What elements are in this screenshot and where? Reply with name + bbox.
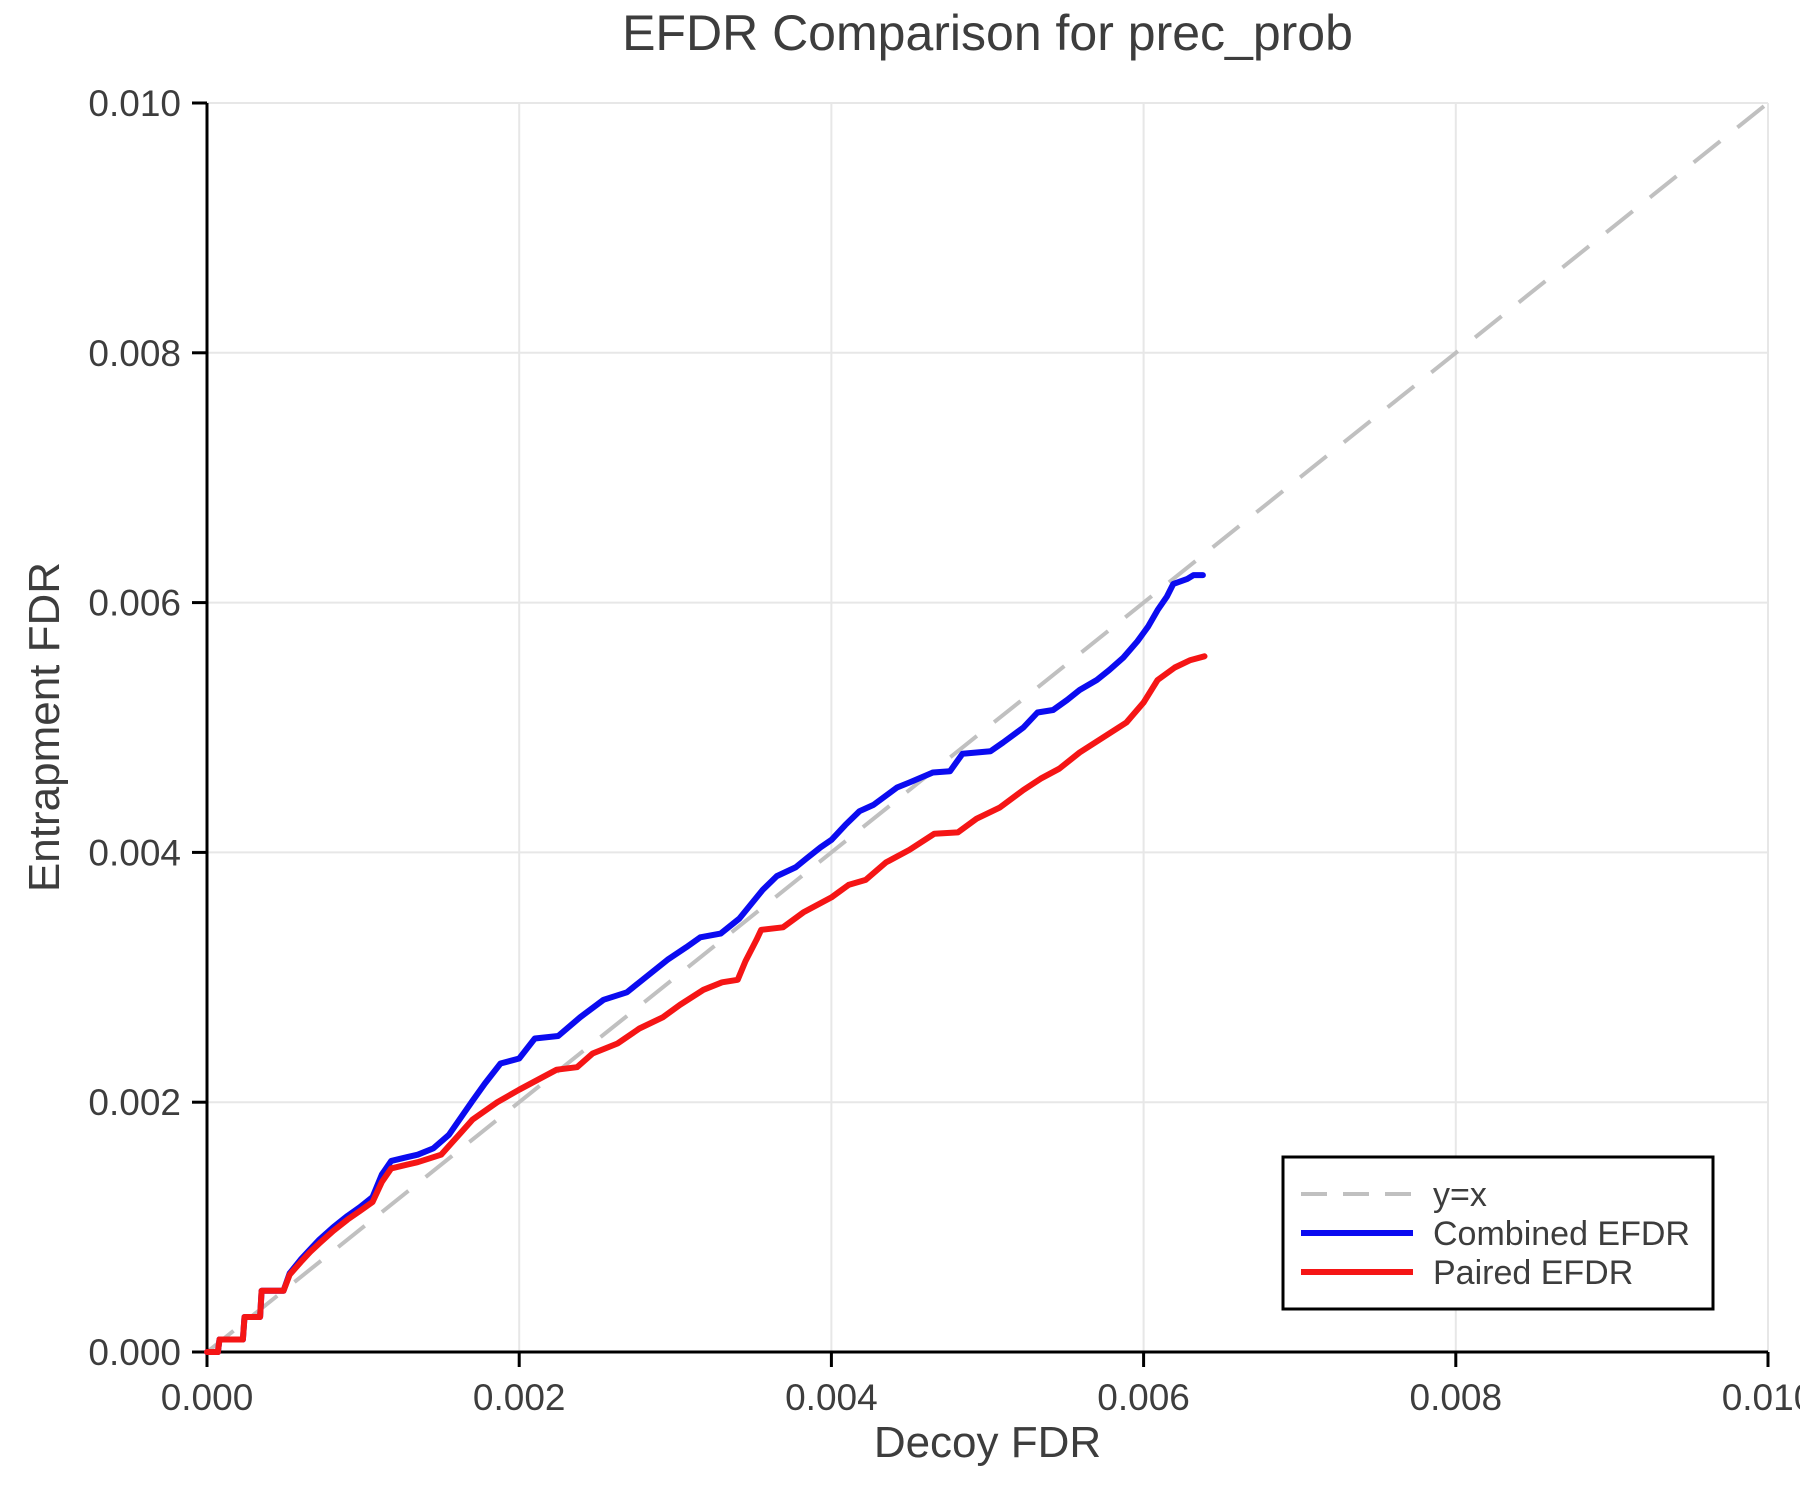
y-axis-label: Entrapment FDR xyxy=(20,561,69,893)
series-combined-efdr xyxy=(204,572,1206,1355)
series-paired-efdr xyxy=(204,653,1208,1355)
x-tick-label: 0.010 xyxy=(1722,1377,1800,1418)
y-tick-label: 0.010 xyxy=(88,83,181,124)
y-tick-label: 0.004 xyxy=(88,832,181,873)
legend-label: Combined EFDR xyxy=(1433,1215,1690,1253)
y-tick-label: 0.008 xyxy=(88,333,181,374)
x-axis-label: Decoy FDR xyxy=(873,1418,1102,1467)
x-tick-label: 0.008 xyxy=(1410,1377,1503,1418)
y-tick-label: 0.002 xyxy=(88,1082,181,1123)
legend-label: y=x xyxy=(1433,1176,1487,1214)
x-tick-label: 0.002 xyxy=(473,1377,566,1418)
chart-title: EFDR Comparison for prec_prob xyxy=(622,5,1353,61)
legend-label: Paired EFDR xyxy=(1433,1254,1633,1292)
y-tick-label: 0.006 xyxy=(88,583,181,624)
x-tick-label: 0.000 xyxy=(161,1377,254,1418)
x-tick-label: 0.006 xyxy=(1097,1377,1190,1418)
x-tick-label: 0.004 xyxy=(785,1377,878,1418)
y-tick-label: 0.000 xyxy=(88,1332,181,1373)
